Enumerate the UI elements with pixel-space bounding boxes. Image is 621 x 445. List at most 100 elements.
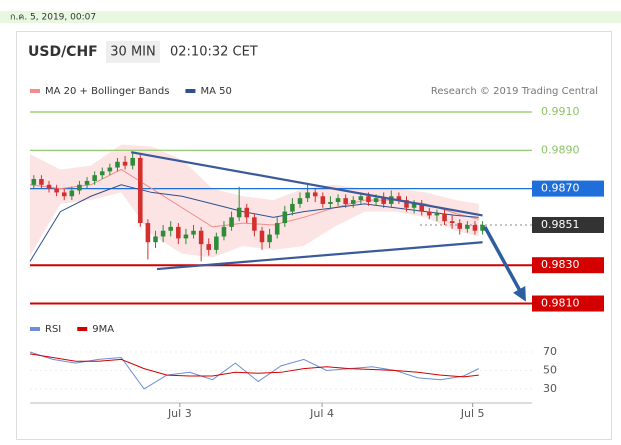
chart-frame <box>16 31 612 440</box>
candle-body <box>229 217 234 227</box>
level-box <box>532 216 604 233</box>
legend-label: MA 20 + Bollinger Bands <box>45 86 169 97</box>
candle-body <box>221 226 227 237</box>
level-label: 0.9830 <box>541 258 580 271</box>
level-box <box>532 180 604 197</box>
candle-body <box>274 223 280 235</box>
candle-body <box>69 190 75 197</box>
legend-swatch <box>185 89 196 93</box>
forecast-arrowhead <box>513 285 526 302</box>
candle-body <box>107 167 113 172</box>
candle-body <box>366 196 371 203</box>
candle-body <box>290 203 295 212</box>
candle-body <box>449 221 455 224</box>
candle-body <box>320 196 326 204</box>
candle-body <box>138 157 143 224</box>
candle-body <box>168 226 173 231</box>
trendline <box>130 151 483 217</box>
candle-body <box>472 224 478 231</box>
candle-body <box>198 230 204 245</box>
y-tick-label: 70 <box>543 345 557 358</box>
legend-label: 9MA <box>92 324 114 335</box>
time: 02:10:32 CET <box>170 45 258 60</box>
candle-body <box>46 184 52 189</box>
level-label: 0.9810 <box>541 297 580 310</box>
indicator-line <box>29 351 479 390</box>
candle-body <box>267 234 272 243</box>
candle-body <box>259 230 265 243</box>
candle-body <box>153 236 158 243</box>
candle-body <box>236 207 242 218</box>
candle-body <box>54 188 59 193</box>
trendline <box>156 241 483 271</box>
candle-body <box>373 198 379 203</box>
candle-body <box>297 198 303 204</box>
candle-body <box>480 224 485 231</box>
interval-box <box>106 41 160 63</box>
legend-swatch <box>30 327 40 331</box>
candle-body <box>183 234 189 239</box>
indicator-line <box>29 353 479 378</box>
candle-body <box>312 192 318 197</box>
legend-swatch <box>30 89 40 93</box>
level-box <box>532 295 604 312</box>
candle-body <box>419 203 424 212</box>
candle-body <box>160 230 166 237</box>
level-label: 0.9890 <box>541 143 580 156</box>
candle-body <box>122 161 128 166</box>
candle-body <box>252 217 257 231</box>
candle-body <box>39 179 44 185</box>
interval: 30 MIN <box>110 45 155 60</box>
level-label: 0.9910 <box>541 105 580 118</box>
candle-body <box>99 171 105 176</box>
bollinger-band <box>30 144 479 258</box>
timestamp-bar <box>0 11 621 23</box>
candle-body <box>206 244 212 250</box>
symbol: USD/CHF <box>28 44 98 60</box>
candle-body <box>84 180 90 185</box>
legend-swatch <box>77 327 88 331</box>
candle-body <box>465 224 470 229</box>
candle-body <box>244 207 250 218</box>
x-tick-label: Jul 3 <box>167 407 192 420</box>
candle-body <box>335 198 341 203</box>
candle-body <box>411 203 417 208</box>
x-tick-label: Jul 5 <box>460 407 485 420</box>
candle-body <box>358 196 364 201</box>
candle-body <box>442 213 447 222</box>
timestamp: ก.ค. 5, 2019, 00:07 <box>10 13 96 23</box>
moving-average <box>29 184 479 262</box>
candle-body <box>61 192 67 197</box>
candle-body <box>434 213 440 216</box>
x-tick-label: Jul 4 <box>309 407 334 420</box>
candle-body <box>77 184 82 191</box>
legend-label: RSI <box>45 324 61 335</box>
forecast-arrow <box>483 226 523 294</box>
candle-body <box>31 179 37 185</box>
candle-body <box>305 192 310 199</box>
level-box <box>532 257 604 274</box>
y-tick-label: 30 <box>543 382 557 395</box>
level-label: 0.9851 <box>541 218 580 231</box>
legend-label: MA 50 <box>200 86 231 97</box>
candle-body <box>176 226 181 239</box>
candle-body <box>396 196 402 201</box>
candle-body <box>457 223 463 229</box>
candle-body <box>350 200 356 204</box>
candle-body <box>145 223 151 243</box>
y-tick-label: 50 <box>543 363 557 376</box>
candle-body <box>381 198 386 204</box>
level-label: 0.9870 <box>541 182 580 195</box>
candle-body <box>404 200 409 208</box>
candle-body <box>214 236 219 250</box>
candle-body <box>115 161 120 168</box>
credit: Research © 2019 Trading Central <box>431 86 598 97</box>
candle-body <box>427 211 432 216</box>
candle-body <box>130 157 135 166</box>
candle-body <box>343 198 348 204</box>
candle-body <box>328 202 333 204</box>
candle-body <box>282 211 288 224</box>
candle-body <box>92 175 97 181</box>
candle-body <box>191 230 196 235</box>
